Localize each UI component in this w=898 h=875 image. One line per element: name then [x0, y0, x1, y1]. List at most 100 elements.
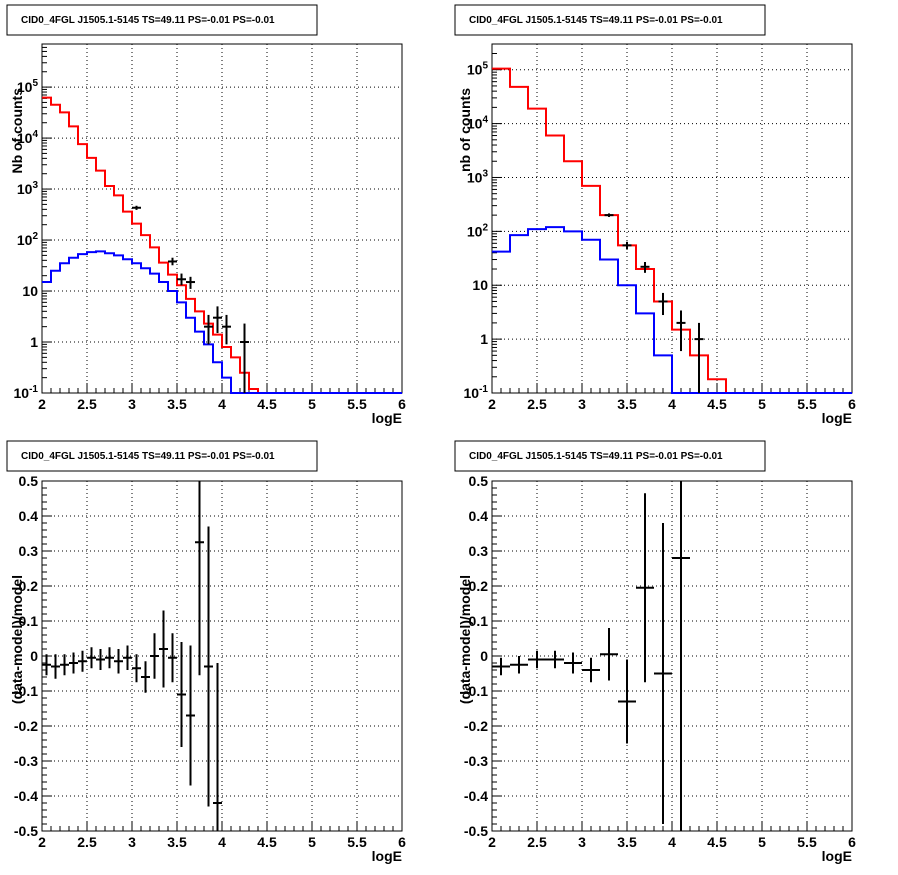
x-tick-label: 3 — [578, 834, 586, 850]
data-point — [672, 481, 690, 831]
data-point — [150, 633, 159, 679]
y-tick-label: -0.1 — [14, 683, 38, 699]
data-point — [123, 645, 132, 670]
x-tick-label: 3.5 — [617, 834, 637, 850]
y-tick-label: 0.3 — [19, 543, 39, 559]
x-tick-label: 6 — [398, 396, 406, 412]
y-tick-label: 10-1 — [464, 384, 489, 401]
chart-panel-2: 2 2.5 3 3.5 4 4.5 5 5.5 6 10-1 1 10 102 103 104 105 CID0… — [454, 4, 856, 426]
data-point — [510, 656, 528, 674]
y-tick-label: -0.4 — [14, 788, 38, 804]
x-tick-label: 4.5 — [707, 834, 727, 850]
chart-title: CID0_4FGL J1505.1-5145 TS=49.11 PS=-0.01… — [21, 451, 275, 462]
data-point — [96, 649, 105, 670]
data-point — [141, 661, 150, 693]
y-tick-label: 0 — [30, 648, 38, 664]
title-box — [6, 440, 318, 472]
data-point — [204, 526, 213, 807]
data-point — [204, 314, 213, 345]
chart-panel-1: 2 2.5 3 3.5 4 4.5 5 5.5 6 10-1 1 10 102 103 104 105 CID0… — [6, 4, 406, 426]
x-tick-label: 5.5 — [797, 396, 817, 412]
plot-frame — [491, 43, 853, 394]
chart-panel-3: 2 2.5 3 3.5 4 4.5 5 5.5 6 -0.5 -0.4 -0.3 -0.2 -0.1 0 0.… — [6, 440, 406, 864]
chart-panel-4: 2 2.5 3 3.5 4 4.5 5 5.5 6 -0.5 -0.4 -0.3 -0.2 -0.1 0 0.… — [454, 440, 856, 864]
y-tick-label: -0.3 — [464, 753, 488, 769]
title-box — [6, 4, 318, 36]
data-point — [159, 610, 168, 688]
y-tick-label: 0.4 — [469, 508, 489, 524]
data-point — [618, 659, 636, 744]
data-point — [168, 257, 177, 266]
x-tick-label: 2.5 — [77, 834, 97, 850]
y-tick-label: 1 — [30, 334, 38, 350]
y-tick-label: -0.2 — [464, 718, 488, 734]
x-tick-label: 2.5 — [77, 396, 97, 412]
y-tick-label: -0.2 — [14, 718, 38, 734]
x-tick-label: 5 — [308, 834, 316, 850]
x-tick-label: 6 — [848, 396, 856, 412]
data-point — [87, 647, 96, 669]
x-tick-label: 2 — [38, 396, 46, 412]
data-point — [60, 654, 69, 676]
y-axis-label: (data-model)/model — [9, 575, 25, 704]
y-tick-label: 104 — [467, 115, 489, 132]
source-model-histogram — [42, 250, 402, 394]
x-tick-label: 4 — [668, 396, 676, 412]
data-point — [676, 310, 686, 352]
x-tick-label: 3.5 — [167, 834, 187, 850]
data-point — [186, 276, 195, 289]
x-tick-label: 2 — [488, 834, 496, 850]
y-axis-label: (data-model)/model — [457, 575, 473, 704]
data-point — [213, 663, 222, 831]
y-tick-label: -0.5 — [14, 823, 38, 839]
x-tick-label: 3 — [128, 396, 136, 412]
x-tick-label: 6 — [848, 834, 856, 850]
data-point — [177, 273, 186, 286]
y-tick-label: 104 — [17, 129, 39, 146]
x-tick-label: 2.5 — [527, 396, 547, 412]
y-tick-label: 103 — [17, 180, 39, 197]
y-tick-label: 10 — [22, 283, 38, 299]
y-tick-label: -0.3 — [14, 753, 38, 769]
y-tick-label: 103 — [467, 168, 489, 185]
data-point — [168, 633, 177, 683]
y-tick-label: 1 — [480, 331, 488, 347]
source-model-histogram — [492, 226, 852, 394]
y-tick-label: 102 — [467, 222, 489, 239]
data-point — [69, 652, 78, 674]
data-point — [213, 306, 222, 334]
data-point — [177, 642, 186, 747]
x-tick-label: 2 — [38, 834, 46, 850]
data-point — [694, 322, 704, 393]
data-point — [600, 628, 618, 681]
data-point — [240, 323, 249, 393]
x-tick-label: 5.5 — [797, 834, 817, 850]
x-tick-label: 3.5 — [167, 396, 187, 412]
chart-title: CID0_4FGL J1505.1-5145 TS=49.11 PS=-0.01… — [469, 15, 723, 26]
data-point — [132, 654, 141, 683]
x-axis-label: logE — [372, 848, 402, 864]
chart-title: CID0_4FGL J1505.1-5145 TS=49.11 PS=-0.01… — [469, 451, 723, 462]
y-tick-label: -0.1 — [464, 683, 488, 699]
x-tick-label: 4.5 — [257, 396, 277, 412]
y-tick-label: 0.2 — [19, 578, 39, 594]
y-tick-label: 102 — [17, 231, 39, 248]
title-box — [454, 440, 766, 472]
x-tick-label: 3 — [578, 396, 586, 412]
y-axis-label: Nb of counts — [9, 88, 25, 174]
y-tick-label: 0.5 — [19, 473, 39, 489]
x-tick-label: 5.5 — [347, 834, 367, 850]
x-tick-label: 5 — [758, 834, 766, 850]
x-tick-label: 5.5 — [347, 396, 367, 412]
y-tick-label: 105 — [467, 61, 489, 78]
x-tick-label: 4 — [668, 834, 676, 850]
x-tick-label: 3 — [128, 834, 136, 850]
x-tick-label: 5 — [758, 396, 766, 412]
x-tick-label: 2.5 — [527, 834, 547, 850]
x-axis-label: logE — [372, 410, 402, 426]
x-tick-label: 3.5 — [617, 396, 637, 412]
x-tick-label: 4.5 — [257, 834, 277, 850]
data-point — [51, 654, 60, 679]
y-tick-label: -0.4 — [464, 788, 488, 804]
data-point — [78, 650, 87, 672]
